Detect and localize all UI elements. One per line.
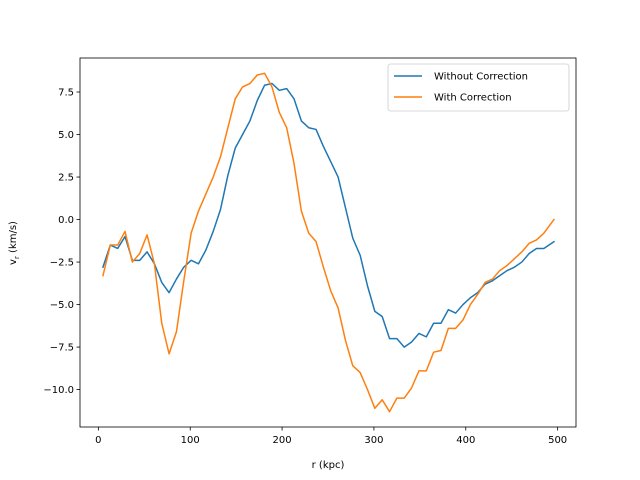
legend-label-1: With Correction bbox=[434, 93, 512, 104]
y-axis-label-base: v bbox=[8, 259, 19, 265]
y-tick-label: −2.5 bbox=[50, 258, 74, 269]
series-line-1 bbox=[102, 72, 556, 413]
y-tick-label: −5.0 bbox=[50, 300, 74, 311]
axes-frame bbox=[79, 57, 577, 428]
y-axis-label-unit: (km/s) bbox=[8, 221, 19, 256]
legend-box bbox=[387, 63, 570, 112]
y-axis: 7.5 5.0 2.5 0.0 −2.5 −5.0 −7.5 −10.0 bbox=[43, 88, 80, 396]
x-tick-label: 500 bbox=[548, 435, 567, 446]
series-line-0 bbox=[102, 82, 556, 348]
legend: Without Correction With Correction bbox=[387, 63, 570, 112]
y-tick-label: 5.0 bbox=[58, 130, 74, 141]
x-tick-label: 100 bbox=[181, 435, 200, 446]
x-tick-label: 300 bbox=[364, 435, 383, 446]
y-tick-label: −10.0 bbox=[43, 385, 74, 396]
plot-area bbox=[79, 57, 577, 428]
y-tick-label: −7.5 bbox=[50, 343, 74, 354]
y-tick-label: 0.0 bbox=[58, 215, 74, 226]
x-tick-label: 400 bbox=[456, 435, 475, 446]
x-axis-label: r (kpc) bbox=[312, 460, 345, 471]
x-axis: 0 100 200 300 400 500 bbox=[95, 427, 567, 446]
y-tick-label: 2.5 bbox=[58, 173, 74, 184]
x-tick-label: 0 bbox=[95, 435, 101, 446]
y-axis-label-subscript: r bbox=[13, 256, 21, 259]
legend-label-0: Without Correction bbox=[434, 72, 528, 83]
y-axis-label: vr (km/s) bbox=[8, 221, 21, 265]
y-tick-label: 7.5 bbox=[58, 88, 74, 99]
x-tick-label: 200 bbox=[273, 435, 292, 446]
